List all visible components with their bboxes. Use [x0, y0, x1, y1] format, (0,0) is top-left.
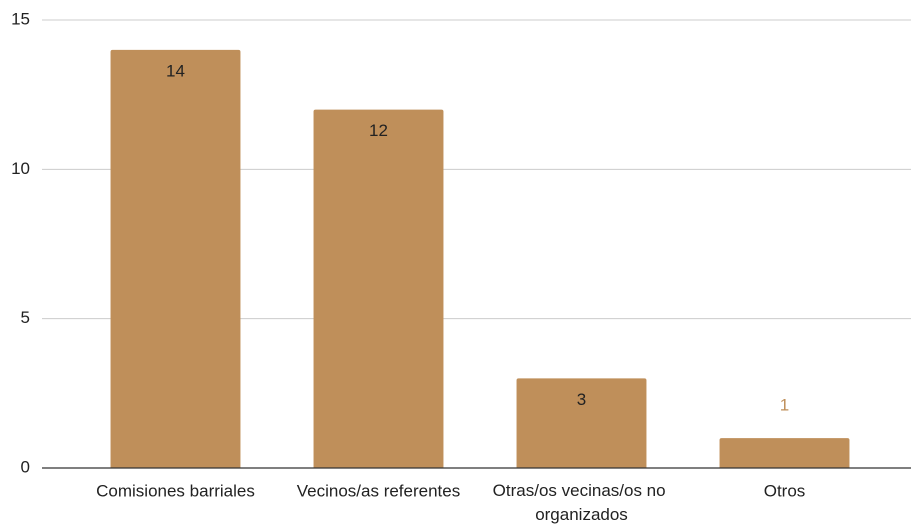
data-label: 12 [369, 121, 388, 140]
y-tick-label: 15 [11, 9, 30, 28]
bar [313, 109, 444, 468]
bar [719, 438, 850, 468]
x-tick-label: Otras/os vecinas/os no organizados [493, 481, 671, 524]
y-tick-label: 10 [11, 159, 30, 178]
y-tick-label: 5 [21, 308, 30, 327]
data-label: 14 [166, 61, 185, 80]
x-tick-label: Comisiones barriales [96, 481, 255, 500]
bar [110, 49, 241, 468]
x-tick-label: Vecinos/as referentes [297, 481, 460, 500]
x-tick-label: Otros [764, 481, 806, 500]
data-label: 1 [780, 396, 789, 415]
bar [516, 378, 647, 468]
y-tick-label: 0 [21, 457, 30, 476]
data-label: 3 [577, 390, 586, 409]
